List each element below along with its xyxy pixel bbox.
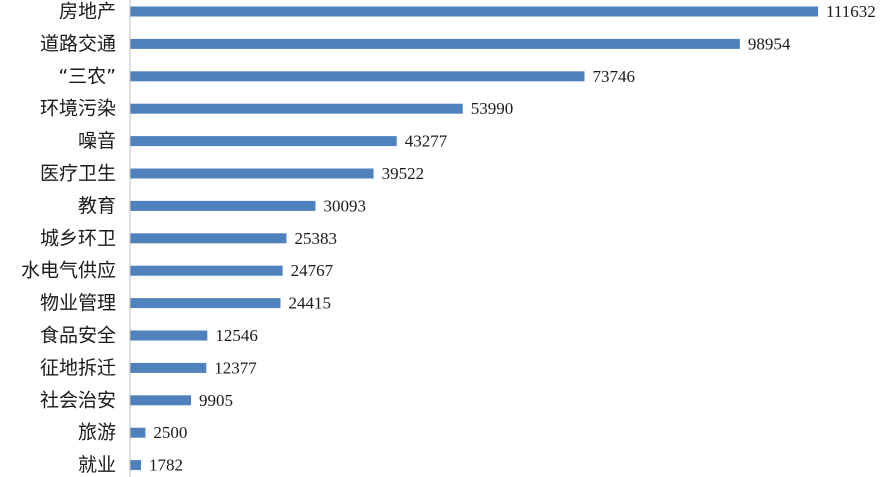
bar <box>130 460 141 471</box>
category-label: 就业 <box>78 454 116 476</box>
value-label: 39522 <box>382 164 425 183</box>
value-label: 30093 <box>323 196 366 215</box>
category-label: 噪音 <box>78 130 116 152</box>
bar <box>130 136 397 147</box>
value-label: 12546 <box>215 326 257 345</box>
bar <box>130 265 283 276</box>
value-label: 24767 <box>291 261 334 280</box>
value-labels: 111632 98954 73746 53990 43277 39522 30093 2538… <box>149 2 876 475</box>
category-label: 物业管理 <box>40 292 116 314</box>
bar <box>130 233 287 244</box>
bar <box>130 395 192 406</box>
bars <box>130 6 818 471</box>
value-label: 25383 <box>294 229 337 248</box>
category-label: 城乡环卫 <box>40 227 116 249</box>
category-label: “三农” <box>58 65 116 87</box>
category-label: 房地产 <box>59 1 116 23</box>
value-label: 43277 <box>405 132 448 151</box>
value-label: 2500 <box>153 423 187 442</box>
value-label: 111632 <box>826 2 876 21</box>
category-label: 食品安全 <box>40 325 116 347</box>
value-label: 98954 <box>748 34 791 53</box>
category-label: 社会治安 <box>40 389 116 411</box>
bar <box>130 427 146 438</box>
bar <box>130 330 208 341</box>
bar <box>130 71 585 82</box>
category-label: 环境污染 <box>40 98 116 120</box>
category-label: 水电气供应 <box>21 260 116 282</box>
category-label: 医疗卫生 <box>40 163 116 185</box>
bar <box>130 38 740 49</box>
value-label: 73746 <box>593 67 636 86</box>
value-label: 9905 <box>199 391 233 410</box>
value-label: 12377 <box>214 358 257 377</box>
bar <box>130 362 207 373</box>
value-label: 24415 <box>288 294 331 313</box>
bar <box>130 200 316 211</box>
category-label: 征地拆迁 <box>40 357 116 379</box>
bar <box>130 103 463 114</box>
value-label: 53990 <box>471 99 514 118</box>
bar <box>130 168 374 179</box>
category-label: 教育 <box>78 195 116 217</box>
category-label: 旅游 <box>78 422 116 444</box>
value-label: 1782 <box>149 456 183 475</box>
bar <box>130 298 281 309</box>
category-label: 道路交通 <box>40 33 116 55</box>
bar <box>130 6 818 17</box>
